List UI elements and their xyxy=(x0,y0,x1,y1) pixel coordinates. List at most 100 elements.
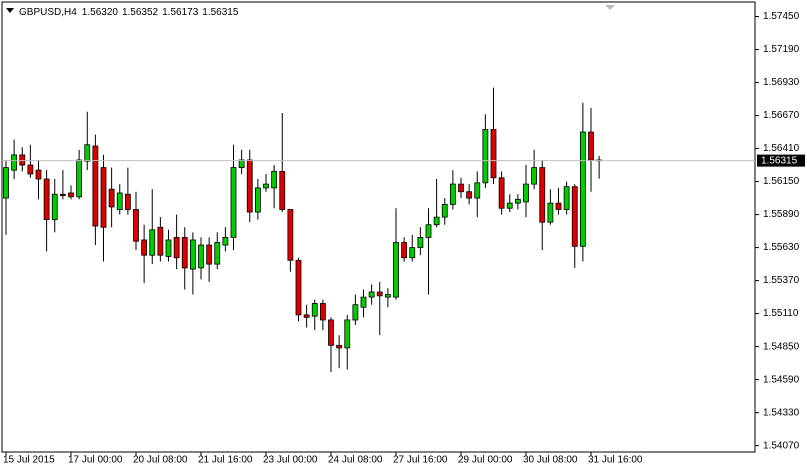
candle-body xyxy=(84,144,91,162)
candle-body xyxy=(474,182,481,199)
candle-body xyxy=(539,167,546,223)
candle-body xyxy=(157,226,164,256)
candle-body xyxy=(271,171,278,189)
candle-body xyxy=(76,159,83,198)
candle-body xyxy=(287,209,294,261)
current-price-box xyxy=(757,154,805,167)
y-tick-label: 1.57190 xyxy=(763,44,800,55)
menu-arrow[interactable] xyxy=(6,8,14,13)
header: GBPUSD,H4 1.56320 1.56352 1.56173 1.56315 xyxy=(19,7,239,18)
x-tick-label: 24 Jul 08:00 xyxy=(328,455,383,466)
plot-frame xyxy=(1,1,756,453)
candle-body xyxy=(449,183,456,205)
candle-body xyxy=(555,202,562,210)
x-tick-label: 20 Jul 08:00 xyxy=(133,455,188,466)
candle-body xyxy=(246,159,253,213)
candle-body xyxy=(238,159,245,168)
candle-body xyxy=(222,237,229,246)
candle-body xyxy=(141,239,148,256)
candle-body xyxy=(198,244,204,269)
y-tick-label: 1.55630 xyxy=(763,242,800,253)
x-tick-label: 15 Jul 2015 xyxy=(3,455,55,466)
candle-body xyxy=(319,303,326,321)
candle-body xyxy=(254,187,261,213)
quote: 1.56352 xyxy=(122,7,159,18)
candle-body xyxy=(230,167,237,238)
candle-body xyxy=(263,183,269,189)
candle-body xyxy=(27,164,34,175)
candle-body xyxy=(344,319,351,349)
scroll-marker xyxy=(605,5,615,10)
candle-body xyxy=(482,129,489,184)
candle-body xyxy=(100,167,107,228)
candle-body xyxy=(206,244,213,265)
candle-body xyxy=(506,202,513,209)
x-tick-label: 29 Jul 00:00 xyxy=(458,455,513,466)
candle-body xyxy=(311,303,318,317)
x-tick-label: 21 Jul 16:00 xyxy=(198,455,253,466)
candle-body xyxy=(149,229,156,256)
candle-body xyxy=(393,242,399,298)
x-tick-label: 31 Jul 16:00 xyxy=(588,455,643,466)
candle-body xyxy=(336,344,343,349)
candle-body xyxy=(368,291,375,298)
y-tick-label: 1.56150 xyxy=(763,176,800,187)
y-tick-label: 1.55370 xyxy=(763,275,800,286)
candle-body xyxy=(417,237,424,248)
x-tick-label: 23 Jul 00:00 xyxy=(263,455,318,466)
candle-body xyxy=(384,294,391,298)
candle-body xyxy=(3,167,9,199)
candle-body xyxy=(376,291,383,297)
candle-body xyxy=(441,204,448,218)
quote: 1.56320 xyxy=(82,7,119,18)
candle-body xyxy=(108,188,115,208)
candle-body xyxy=(59,193,66,196)
x-tick-label: 30 Jul 08:00 xyxy=(523,455,578,466)
y-tick-label: 1.54070 xyxy=(763,440,800,451)
y-tick-label: 1.56930 xyxy=(763,77,800,88)
candle-body xyxy=(490,129,497,179)
candle-body xyxy=(19,154,26,166)
candle-body xyxy=(458,183,464,193)
candle-body xyxy=(425,224,432,238)
candle-body xyxy=(295,259,302,316)
y-tick-label: 1.56670 xyxy=(763,110,800,121)
candle-body xyxy=(35,169,42,180)
candle-body xyxy=(124,193,131,210)
candle-body xyxy=(514,198,521,204)
candle-body xyxy=(328,319,334,346)
candle-body xyxy=(531,167,538,185)
candle-body xyxy=(352,304,359,321)
candle-body xyxy=(466,191,473,199)
candle-body xyxy=(165,239,172,257)
candle-body xyxy=(51,193,58,221)
y-tick-label: 1.54330 xyxy=(763,407,800,418)
quote: 1.56173 xyxy=(162,7,199,18)
symbol: GBPUSD,H4 xyxy=(19,7,77,18)
y-tick-label: 1.54590 xyxy=(763,374,800,385)
candle-body xyxy=(181,237,188,269)
y-tick-label: 1.56410 xyxy=(763,143,800,154)
candle-body xyxy=(409,247,416,259)
candle-body xyxy=(563,186,570,210)
candle-body xyxy=(133,209,139,242)
quote: 1.56315 xyxy=(202,7,239,18)
candle-body xyxy=(433,216,440,226)
y-tick-label: 1.55890 xyxy=(763,209,800,220)
candle-body xyxy=(11,154,18,171)
candle-body xyxy=(173,237,180,259)
candle-body xyxy=(279,171,286,210)
y-tick-label: 1.55110 xyxy=(763,308,799,319)
candle-body xyxy=(571,186,578,247)
candle-body xyxy=(547,202,554,223)
candle-body xyxy=(523,183,529,203)
candle-body xyxy=(68,192,74,198)
current-price-label: 1.56315 xyxy=(761,155,798,166)
y-tick-label: 1.57450 xyxy=(763,11,800,22)
candle-body xyxy=(579,131,586,247)
candle-body xyxy=(189,239,196,270)
candle-body xyxy=(92,145,99,227)
x-tick-label: 27 Jul 16:00 xyxy=(393,455,448,466)
